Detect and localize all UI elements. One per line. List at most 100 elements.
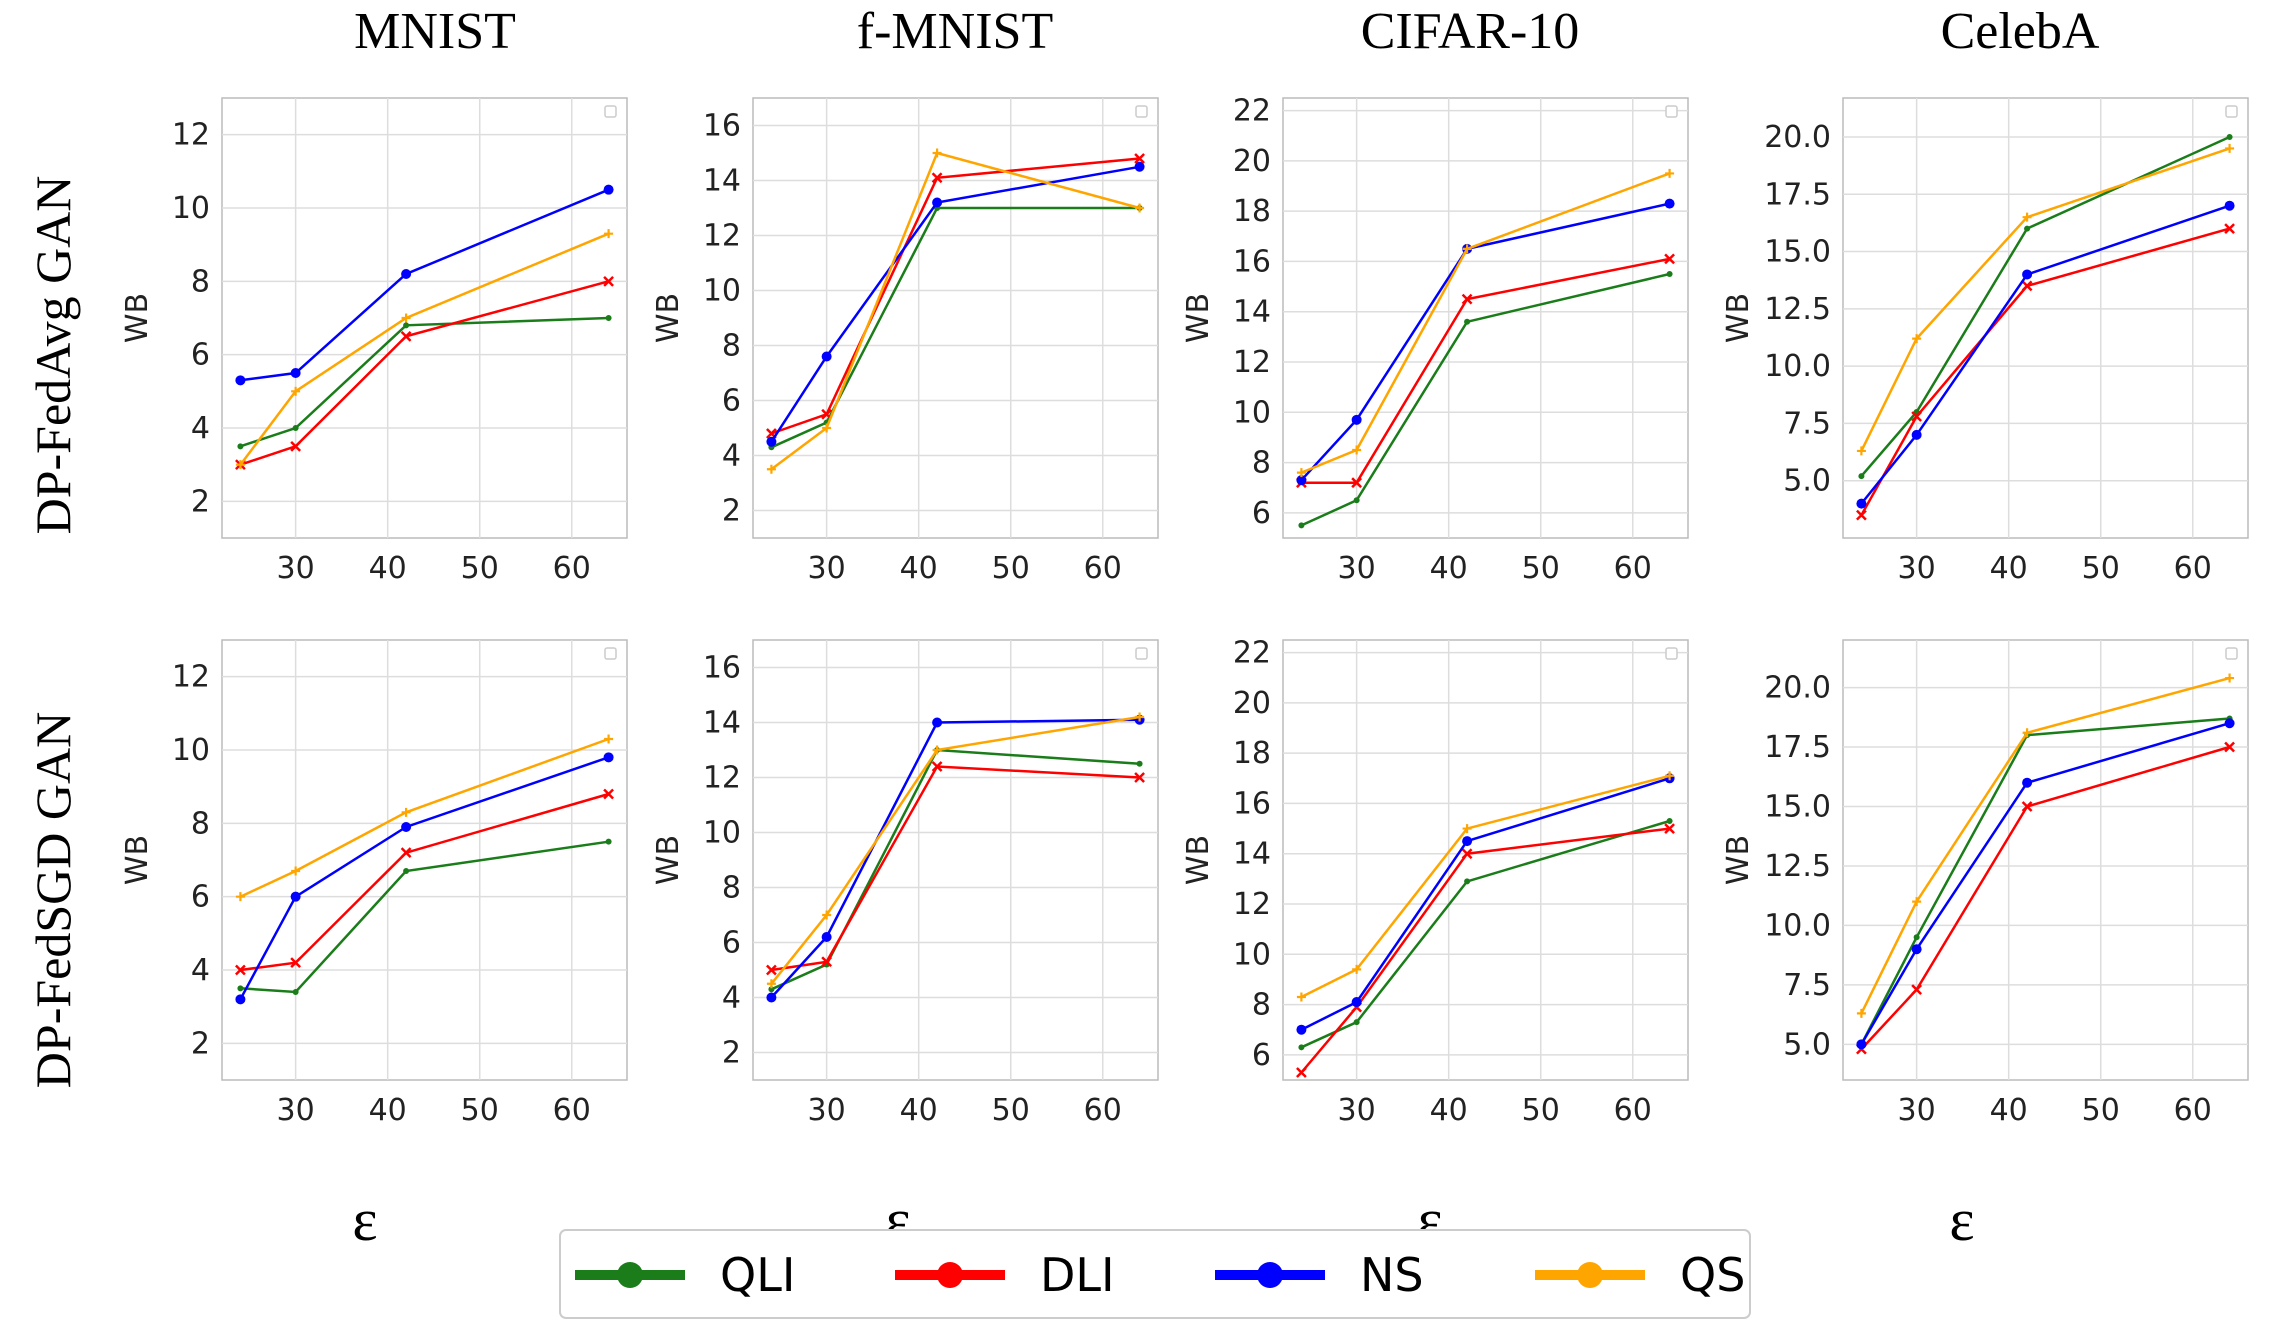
y-tick-label: 14 <box>1233 837 1271 872</box>
x-tick-label: 40 <box>900 1093 938 1128</box>
series-line-dli <box>1300 827 1670 1074</box>
series-line-ns <box>1860 722 2230 1045</box>
legend-marker <box>617 1262 643 1288</box>
y-tick-label: 10 <box>1233 395 1271 430</box>
y-tick-label: 8 <box>1252 446 1271 481</box>
y-tick-label: 18 <box>1233 736 1271 771</box>
series-qs <box>235 229 614 470</box>
series-ns <box>1856 718 2235 1050</box>
data-point-ns <box>2022 269 2033 280</box>
y-tick-label: 14 <box>703 706 741 741</box>
data-point-qli <box>403 868 410 874</box>
column-titles: MNIST f-MNIST CIFAR-10 CelebA <box>354 3 2100 60</box>
row-title-dp-fedavg-gan: DP-FedAvg GAN <box>25 176 81 535</box>
y-tick-label: 2 <box>722 1036 741 1071</box>
y-tick-label: 22 <box>1233 94 1271 129</box>
y-tick-label: 10 <box>703 274 741 309</box>
data-point-ns <box>1462 836 1473 847</box>
data-point-dli <box>1856 509 1867 521</box>
legend-marker <box>1577 1262 1603 1288</box>
column-title-mnist: MNIST <box>354 3 516 60</box>
legend: QLI DLI NS QS <box>559 1229 1751 1319</box>
chart-panel: 30 40 50 60 2 4 6 8 10 12 WB <box>120 97 628 586</box>
x-tick-label: 50 <box>461 551 499 586</box>
y-tick-label: 12.5 <box>1764 849 1831 884</box>
plot-area <box>1842 97 2249 539</box>
plot-area <box>752 97 1159 539</box>
data-point-qs <box>1462 824 1472 834</box>
y-axis-label: WB <box>651 293 686 343</box>
data-point-dli <box>1911 411 1923 422</box>
empty-legend-box <box>1135 105 1148 118</box>
series-line-dli <box>770 157 1140 435</box>
plot-area <box>1282 639 1689 1081</box>
y-axis-label: WB <box>1721 835 1756 885</box>
y-axis-label: WB <box>120 835 155 885</box>
y-tick-label: 12 <box>703 219 741 254</box>
legend-label: NS <box>1360 1248 1424 1302</box>
y-tick-label: 6 <box>1252 1038 1271 1073</box>
data-point-qs <box>1296 992 1306 1002</box>
y-axis-label: WB <box>1181 293 1216 343</box>
data-point-qs <box>1912 334 1922 344</box>
data-point-qs <box>1135 712 1145 722</box>
series-line-qs <box>1300 774 1670 999</box>
series-qli <box>237 315 612 450</box>
y-tick-label: 6 <box>722 926 741 961</box>
y-tick-label: 16 <box>1233 786 1271 821</box>
series-line-ns <box>1300 777 1670 1031</box>
data-point-qs <box>822 423 832 433</box>
data-point-ns <box>235 994 246 1005</box>
data-point-dli <box>603 275 614 287</box>
x-tick-label: 60 <box>1614 551 1652 586</box>
data-point-dli <box>931 761 943 772</box>
data-point-dli <box>1461 848 1473 860</box>
data-point-ns <box>2224 200 2235 211</box>
data-point-qli <box>2024 225 2031 232</box>
data-point-ns <box>766 992 777 1003</box>
data-point-dli <box>1911 984 1923 996</box>
data-point-dli <box>2224 741 2235 753</box>
data-point-qs <box>1665 771 1675 781</box>
data-point-dli <box>400 847 412 859</box>
y-tick-label: 2 <box>191 484 210 519</box>
y-tick-label: 12 <box>172 118 210 153</box>
data-point-qli <box>403 322 410 329</box>
series-line-dli <box>1301 257 1670 484</box>
data-point-qli <box>1298 522 1305 529</box>
series-qs <box>766 148 1145 474</box>
series-dli <box>1856 223 2235 521</box>
series-line-qs <box>1860 676 2230 1014</box>
series-ns <box>1296 198 1675 486</box>
data-point-dli <box>603 788 614 800</box>
x-tick-label: 50 <box>461 1093 499 1128</box>
data-point-qli <box>237 443 244 450</box>
chart-panel: 30 40 50 60 5.0 7.5 10.0 12.5 15.0 17.5 20.0 WB <box>1721 639 2249 1128</box>
x-tick-label: 60 <box>553 1093 591 1128</box>
legend-label: DLI <box>1040 1248 1115 1302</box>
x-tick-label: 50 <box>1522 1093 1560 1128</box>
chart-panels: 30 40 50 60 2 4 6 8 10 12 WB 30 40 50 60 2 4 6 8 10 12 14 16 WB… <box>120 94 2249 1128</box>
series-ns <box>235 752 614 1005</box>
empty-legend-box <box>1135 647 1148 660</box>
x-tick-label: 40 <box>369 551 407 586</box>
x-tick-label: 60 <box>553 551 591 586</box>
y-tick-label: 20.0 <box>1764 120 1831 155</box>
series-line-qli <box>1300 819 1670 1049</box>
data-point-qs <box>604 229 614 239</box>
x-tick-label: 30 <box>808 1093 846 1128</box>
x-tick-label: 40 <box>900 551 938 586</box>
x-tick-label: 30 <box>1898 551 1936 586</box>
x-tick-label: 30 <box>277 1093 315 1128</box>
data-point-qli <box>1858 473 1865 480</box>
x-tick-label: 30 <box>1338 1093 1376 1128</box>
data-point-qli <box>1666 271 1673 277</box>
series-line-ns <box>1300 202 1670 482</box>
chart-panel: 30 40 50 60 6 8 10 12 14 16 18 20 22 WB <box>1181 636 1689 1128</box>
y-tick-label: 6 <box>1252 496 1271 531</box>
data-point-dli <box>2021 280 2033 292</box>
data-point-qs <box>235 460 245 470</box>
column-title-fmnist: f-MNIST <box>857 3 1053 60</box>
series-qli <box>1298 818 1673 1051</box>
data-point-ns <box>1351 997 1362 1008</box>
